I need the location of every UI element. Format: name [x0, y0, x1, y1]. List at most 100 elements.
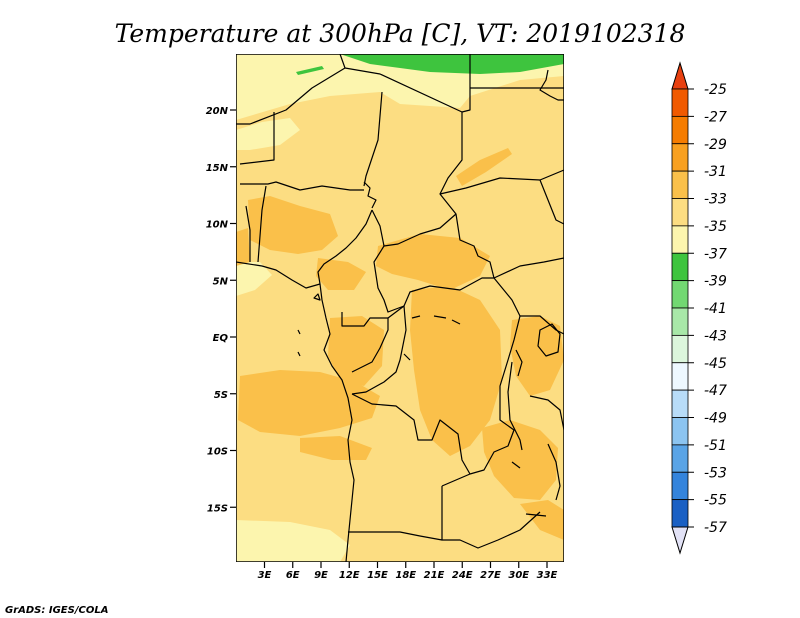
border-drc-angola-north [351, 393, 471, 475]
colorbar-label: -29 [704, 137, 727, 153]
cool-region-south [236, 520, 350, 562]
border-benin-togo [245, 205, 251, 262]
lake-victoria-outline [537, 323, 561, 357]
border-chad-car [371, 209, 457, 247]
cool-region-sahel [236, 118, 300, 150]
colorbar-label: -37 [704, 246, 727, 262]
colorbar-swatch [671, 307, 689, 336]
warm-region-congo-basin [410, 286, 502, 456]
map-panel [236, 54, 564, 562]
lon-tick-label: 21E [424, 570, 445, 581]
lon-tick-label: 15E [367, 570, 388, 581]
border-niger-chad [363, 91, 383, 187]
lon-tick-label: 30E [508, 570, 529, 581]
lat-tick-label: 10S [207, 447, 228, 458]
colorbar-label: -55 [704, 493, 727, 509]
warm-region-mozambique [520, 500, 564, 540]
colorbar-swatch [671, 362, 689, 391]
border-ethiopia [539, 179, 564, 225]
warm-region-zambia [482, 420, 558, 500]
colorbar-label: -53 [704, 465, 727, 481]
colorbar-label: -27 [704, 109, 727, 125]
colorbar-swatch [671, 170, 689, 199]
lon-tick-label: 33E [537, 570, 558, 581]
chart-title: Temperature at 300hPa [C], VT: 201910231… [115, 19, 686, 48]
warm-region-gabon [328, 316, 384, 386]
colorbar-label: -41 [704, 301, 727, 317]
border-sudan-east [439, 169, 564, 195]
colorbar-swatch [671, 471, 689, 501]
lon-tick-label: 6E [286, 570, 300, 581]
colorbar-swatch [671, 198, 689, 227]
country-borders [236, 54, 564, 562]
colorbar-swatch [671, 499, 689, 528]
lat-tick-label: 20N [206, 106, 229, 117]
colorbar-legend: -25 -27 -29 -31 -33 -35 -37 -39 -41 -43 -45 -47 -49 -… [671, 61, 727, 555]
coastline-west-africa [236, 261, 321, 289]
border-niger-mali [239, 112, 275, 165]
lon-tick-label: 9E [314, 570, 328, 581]
border-congo-drc [351, 305, 407, 395]
border-south-sudan [493, 257, 564, 279]
colorbar-swatch [671, 389, 689, 418]
border-libya-chad [344, 67, 463, 113]
lon-tick-label: 12E [339, 570, 360, 581]
colorbar-label: -51 [704, 438, 727, 454]
warm-region-great-lakes [510, 316, 564, 396]
lake-malawi-outline [547, 443, 561, 501]
colorbar-label: -43 [704, 328, 727, 344]
lon-tick-label: 3E [258, 570, 272, 581]
coastline-central-africa [319, 283, 355, 562]
border-tanzania [529, 395, 564, 431]
colorbar-swatch [671, 444, 689, 473]
border-libya-algeria [236, 54, 346, 125]
border-angola-namibia [348, 531, 443, 541]
red-sea-coast [539, 69, 564, 101]
border-uganda-kenya [520, 315, 564, 335]
latitude-axis: 20N 15N 10N 5N EQ 5S 10S 15S [206, 106, 236, 514]
sao-tome-island [297, 329, 301, 357]
colorbar-swatch [671, 225, 689, 254]
green-region-top [340, 54, 564, 74]
colorbar-label: -57 [704, 520, 727, 536]
credit-label: GrADS: IGES/COLA [5, 605, 108, 616]
colorbar-label: -49 [704, 411, 727, 427]
border-zambia-north [441, 473, 471, 487]
border-cameroon-car [373, 245, 405, 313]
warm-region-nigeria [248, 196, 338, 254]
lon-tick-label: 18E [395, 570, 416, 581]
lat-tick-label: 5S [214, 390, 228, 401]
lat-tick-label: EQ [213, 333, 229, 344]
colorbar-swatch [671, 143, 689, 172]
cool-region-west-coast [236, 262, 272, 296]
colorbar-swatch [671, 252, 689, 282]
warm-region-sudan-streak [456, 148, 512, 186]
colorbar-label: -33 [704, 192, 727, 208]
zambia-lake-marks [511, 461, 547, 517]
lat-tick-label: 10N [206, 220, 229, 231]
warm-region-angola-band [300, 436, 372, 460]
border-libya-egypt [461, 54, 471, 113]
lon-tick-label: 27E [480, 570, 501, 581]
colorbar-swatch [671, 88, 689, 117]
warm-region-west-edge [236, 228, 250, 266]
colorbar-label: -35 [704, 219, 727, 235]
lat-tick-label: 15N [206, 163, 229, 174]
border-nigeria-benin [257, 185, 267, 263]
lake-chad-outline [363, 181, 377, 209]
colorbar-swatch [671, 280, 689, 309]
colorbar-swatch [671, 417, 689, 446]
colorbar-top-arrow [671, 61, 689, 90]
colorbar-label: -25 [704, 82, 727, 98]
bioko-island [313, 293, 321, 301]
border-chad-sudan [439, 112, 495, 279]
lat-tick-label: 15S [207, 503, 228, 514]
warm-region-car [376, 234, 490, 290]
colorbar-swatch [671, 334, 689, 364]
lat-tick-label: 5N [213, 276, 229, 287]
border-drc-zambia [469, 315, 521, 475]
colorbar-label: -31 [704, 164, 727, 180]
colorbar-swatch [671, 115, 689, 145]
lake-tanganyika-outline [507, 361, 523, 451]
